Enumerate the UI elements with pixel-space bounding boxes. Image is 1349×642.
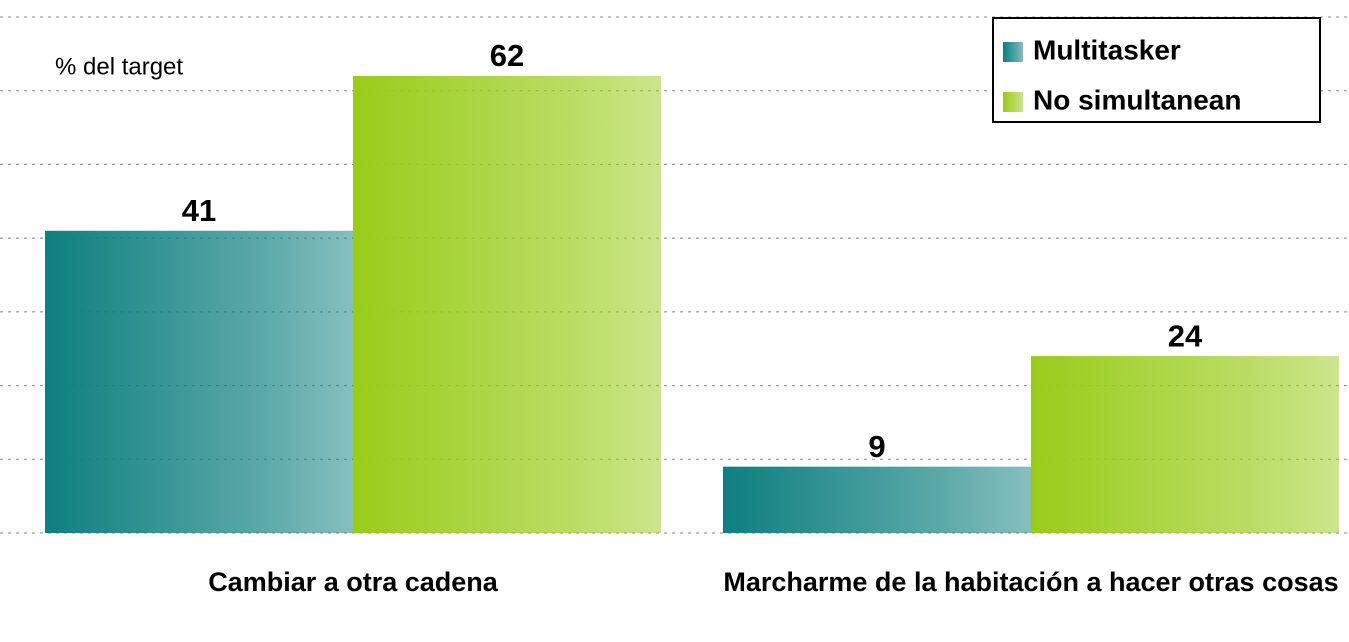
bar bbox=[1031, 356, 1339, 533]
x-tick-label: Marcharme de la habitación a hacer otras… bbox=[723, 567, 1339, 597]
bar bbox=[723, 466, 1031, 533]
data-label: 62 bbox=[490, 38, 524, 73]
x-tick-label: Cambiar a otra cadena bbox=[208, 567, 498, 597]
bar bbox=[45, 230, 353, 533]
legend-label: Multitasker bbox=[1033, 34, 1181, 65]
legend: Multitasker No simultanean bbox=[992, 17, 1321, 123]
legend-swatch bbox=[1003, 42, 1023, 62]
bar bbox=[353, 75, 661, 533]
legend-swatch bbox=[1003, 92, 1023, 112]
data-label: 9 bbox=[868, 429, 885, 464]
legend-label: No simultanean bbox=[1033, 84, 1241, 115]
legend-box bbox=[992, 17, 1321, 123]
data-label: 41 bbox=[182, 193, 216, 228]
y-axis-label: % del target bbox=[55, 53, 183, 80]
data-label: 24 bbox=[1168, 318, 1203, 353]
